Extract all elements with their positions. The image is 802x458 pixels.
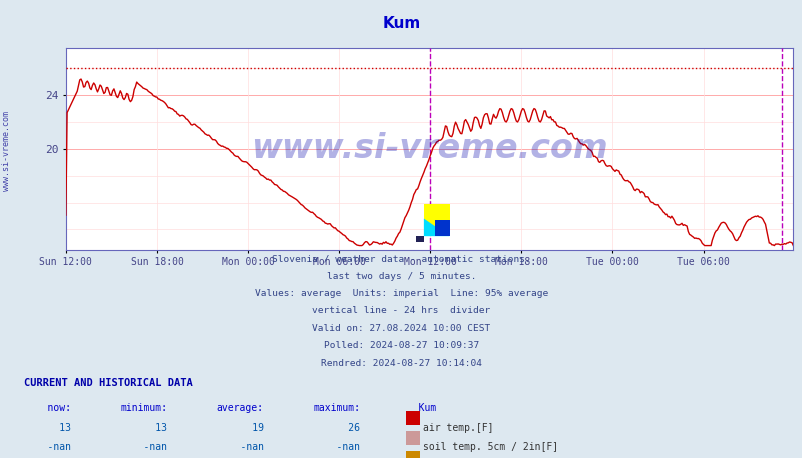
Text: air temp.[F]: air temp.[F] — [423, 423, 493, 433]
Text: vertical line - 24 hrs  divider: vertical line - 24 hrs divider — [312, 306, 490, 316]
Text: 13: 13 — [24, 423, 71, 433]
Text: Rendred: 2024-08-27 10:14:04: Rendred: 2024-08-27 10:14:04 — [321, 359, 481, 368]
Text: soil temp. 5cm / 2in[F]: soil temp. 5cm / 2in[F] — [423, 442, 557, 453]
Text: -nan: -nan — [120, 442, 168, 453]
Text: minimum:: minimum: — [120, 403, 168, 413]
Text: 26: 26 — [313, 423, 360, 433]
Text: average:: average: — [217, 403, 264, 413]
Text: now:: now: — [24, 403, 71, 413]
Text: www.si-vreme.com: www.si-vreme.com — [2, 111, 11, 191]
Text: Kum: Kum — [401, 403, 436, 413]
Text: CURRENT AND HISTORICAL DATA: CURRENT AND HISTORICAL DATA — [24, 378, 192, 388]
Text: 13: 13 — [120, 423, 168, 433]
Text: Values: average  Units: imperial  Line: 95% average: Values: average Units: imperial Line: 95… — [254, 289, 548, 298]
Text: Valid on: 27.08.2024 10:00 CEST: Valid on: 27.08.2024 10:00 CEST — [312, 324, 490, 333]
Text: maximum:: maximum: — [313, 403, 360, 413]
Text: Slovenia / weather data - automatic stations.: Slovenia / weather data - automatic stat… — [272, 254, 530, 263]
Text: -nan: -nan — [24, 442, 71, 453]
Text: www.si-vreme.com: www.si-vreme.com — [251, 132, 607, 165]
Text: Polled: 2024-08-27 10:09:37: Polled: 2024-08-27 10:09:37 — [323, 341, 479, 350]
Text: -nan: -nan — [217, 442, 264, 453]
Text: -nan: -nan — [313, 442, 360, 453]
Text: Kum: Kum — [382, 16, 420, 31]
Text: 19: 19 — [217, 423, 264, 433]
Text: last two days / 5 minutes.: last two days / 5 minutes. — [326, 272, 476, 281]
